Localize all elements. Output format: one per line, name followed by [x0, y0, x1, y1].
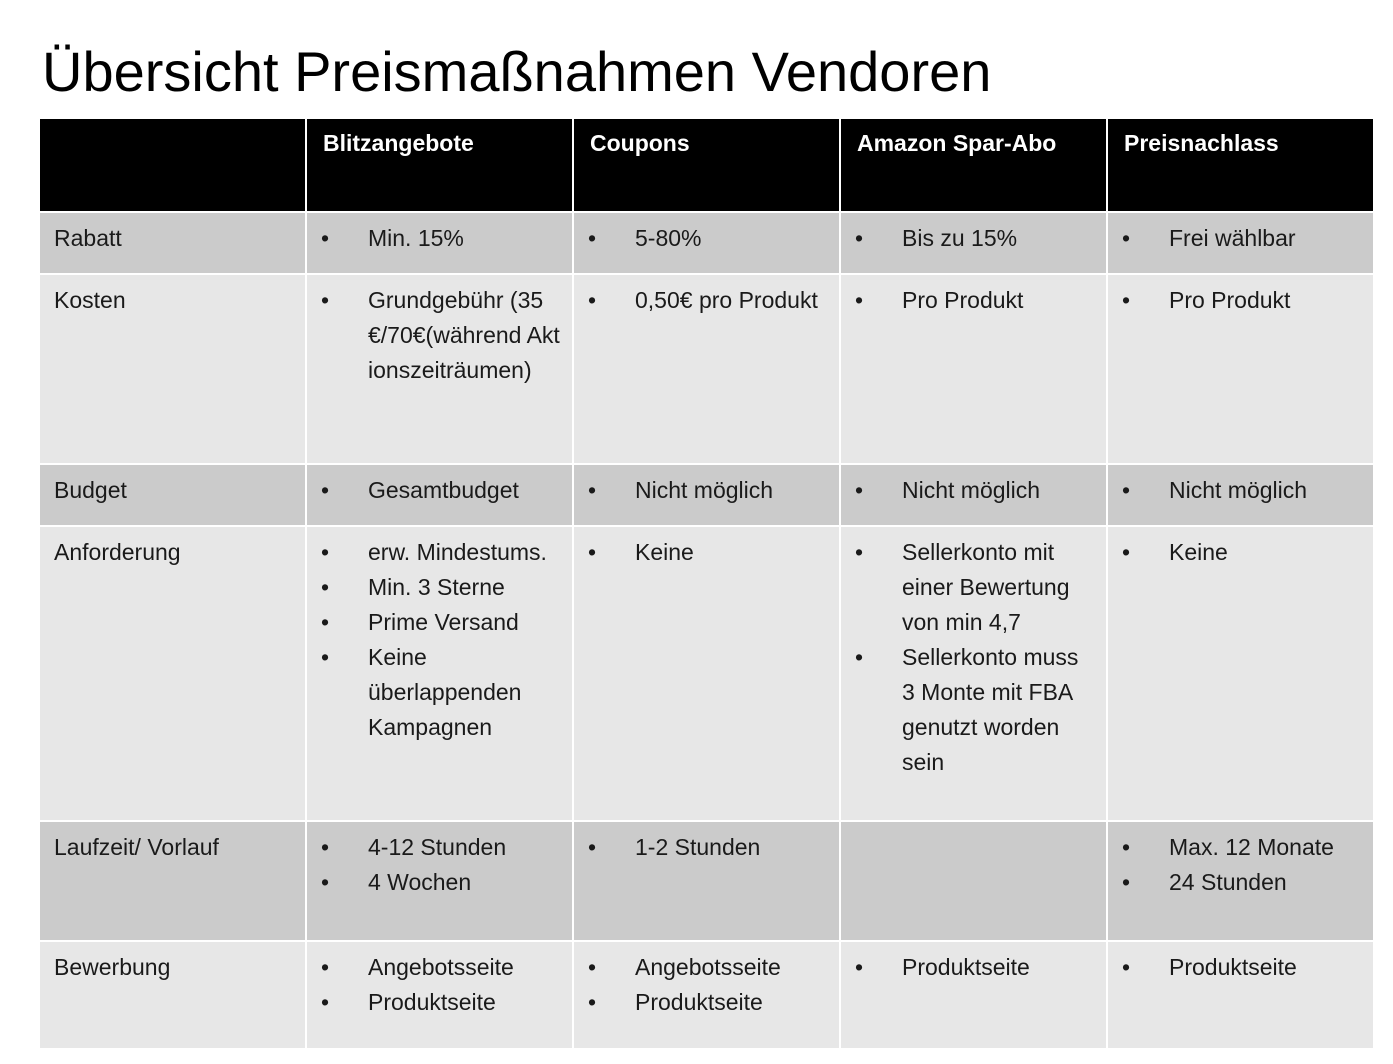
table-cell: Frei wählbar	[1106, 211, 1375, 275]
table-row-laufzeit: Laufzeit/ Vorlauf 4-12 Stunden 4 Wochen …	[38, 820, 1375, 942]
header-coupons: Coupons	[572, 117, 841, 213]
table-cell: 1-2 Stunden	[572, 820, 841, 942]
row-label: Laufzeit/ Vorlauf	[38, 820, 307, 942]
list-item: 24 Stunden	[1122, 865, 1361, 900]
list-item: Nicht möglich	[1122, 473, 1361, 508]
table-cell: Angebotsseite Produktseite	[572, 940, 841, 1050]
table-cell: 4-12 Stunden 4 Wochen	[305, 820, 574, 942]
list-item: erw. Mindestums.	[321, 535, 560, 570]
header-spar-abo: Amazon Spar-Abo	[839, 117, 1108, 213]
bullet-list: Min. 15%	[321, 221, 560, 256]
table-row-kosten: Kosten Grundgebühr (35€/70€(während Akti…	[38, 273, 1375, 465]
table-cell: Nicht möglich	[1106, 463, 1375, 527]
list-item: Pro Produkt	[855, 283, 1094, 318]
header-blitzangebote: Blitzangebote	[305, 117, 574, 213]
slide-title: Übersicht Preismaßnahmen Vendoren	[42, 40, 992, 103]
table-row-bewerbung: Bewerbung Angebotsseite Produktseite Ang…	[38, 940, 1375, 1050]
bullet-list: 4-12 Stunden 4 Wochen	[321, 830, 560, 900]
bullet-list: Grundgebühr (35€/70€(während Aktionszeit…	[321, 283, 560, 388]
table-cell: Produktseite	[839, 940, 1108, 1050]
pricing-comparison-table: Blitzangebote Coupons Amazon Spar-Abo Pr…	[38, 117, 1375, 1050]
list-item: Frei wählbar	[1122, 221, 1361, 256]
table-cell: Keine	[572, 525, 841, 822]
table-header-row: Blitzangebote Coupons Amazon Spar-Abo Pr…	[38, 117, 1375, 213]
row-label: Anforderung	[38, 525, 307, 822]
table-cell: Pro Produkt	[839, 273, 1108, 465]
table-cell: Nicht möglich	[839, 463, 1108, 527]
row-label: Rabatt	[38, 211, 307, 275]
list-item: Gesamtbudget	[321, 473, 560, 508]
header-preisnachlass: Preisnachlass	[1106, 117, 1375, 213]
table-cell: Produktseite	[1106, 940, 1375, 1050]
table-row-rabatt: Rabatt Min. 15% 5-80% Bis zu 15% Frei wä…	[38, 211, 1375, 275]
list-item: Sellerkonto muss 3 Monte mit FBA genutzt…	[855, 640, 1094, 780]
list-item: Angebotsseite	[321, 950, 560, 985]
bullet-list: Nicht möglich	[855, 473, 1094, 508]
bullet-list: Produktseite	[1122, 950, 1361, 985]
table-cell: 5-80%	[572, 211, 841, 275]
table-cell: Sellerkonto mit einer Bewertung von min …	[839, 525, 1108, 822]
list-item: Max. 12 Monate	[1122, 830, 1361, 865]
bullet-list: Gesamtbudget	[321, 473, 560, 508]
table-row-budget: Budget Gesamtbudget Nicht möglich Nicht …	[38, 463, 1375, 527]
table-cell: erw. Mindestums. Min. 3 Sterne Prime Ver…	[305, 525, 574, 822]
list-item: Sellerkonto mit einer Bewertung von min …	[855, 535, 1094, 640]
list-item: 4-12 Stunden	[321, 830, 560, 865]
bullet-list: erw. Mindestums. Min. 3 Sterne Prime Ver…	[321, 535, 560, 745]
table-cell: Bis zu 15%	[839, 211, 1108, 275]
table-cell: Angebotsseite Produktseite	[305, 940, 574, 1050]
list-item: Nicht möglich	[855, 473, 1094, 508]
list-item: 4 Wochen	[321, 865, 560, 900]
list-item: Produktseite	[588, 985, 827, 1020]
bullet-list: 1-2 Stunden	[588, 830, 827, 865]
bullet-list: Angebotsseite Produktseite	[321, 950, 560, 1020]
list-item: 5-80%	[588, 221, 827, 256]
bullet-list: Frei wählbar	[1122, 221, 1361, 256]
bullet-list: Keine	[1122, 535, 1361, 570]
table-cell: Gesamtbudget	[305, 463, 574, 527]
row-label: Kosten	[38, 273, 307, 465]
list-item: Bis zu 15%	[855, 221, 1094, 256]
bullet-list: Pro Produkt	[855, 283, 1094, 318]
bullet-list: Pro Produkt	[1122, 283, 1361, 318]
bullet-list: Keine	[588, 535, 827, 570]
bullet-list: Sellerkonto mit einer Bewertung von min …	[855, 535, 1094, 780]
table-cell: Max. 12 Monate 24 Stunden	[1106, 820, 1375, 942]
list-item: Produktseite	[321, 985, 560, 1020]
list-item: 1-2 Stunden	[588, 830, 827, 865]
bullet-list: Produktseite	[855, 950, 1094, 985]
list-item: Min. 15%	[321, 221, 560, 256]
list-item: Prime Versand	[321, 605, 560, 640]
table-cell: Keine	[1106, 525, 1375, 822]
list-item: Nicht möglich	[588, 473, 827, 508]
table-row-anforderung: Anforderung erw. Mindestums. Min. 3 Ster…	[38, 525, 1375, 822]
list-item: Produktseite	[855, 950, 1094, 985]
bullet-list: Angebotsseite Produktseite	[588, 950, 827, 1020]
list-item: Grundgebühr (35€/70€(während Aktionszeit…	[321, 283, 560, 388]
list-item: 0,50€ pro Produkt	[588, 283, 827, 318]
table-cell-empty	[839, 820, 1108, 942]
list-item: Keine überlappenden Kampagnen	[321, 640, 560, 745]
bullet-list: Bis zu 15%	[855, 221, 1094, 256]
table-cell: 0,50€ pro Produkt	[572, 273, 841, 465]
row-label: Bewerbung	[38, 940, 307, 1050]
list-item: Angebotsseite	[588, 950, 827, 985]
list-item: Pro Produkt	[1122, 283, 1361, 318]
list-item: Keine	[588, 535, 827, 570]
bullet-list: Nicht möglich	[588, 473, 827, 508]
bullet-list: 0,50€ pro Produkt	[588, 283, 827, 318]
bullet-list: 5-80%	[588, 221, 827, 256]
table-cell: Grundgebühr (35€/70€(während Aktionszeit…	[305, 273, 574, 465]
table-cell: Nicht möglich	[572, 463, 841, 527]
list-item: Produktseite	[1122, 950, 1361, 985]
list-item: Keine	[1122, 535, 1361, 570]
table-cell: Pro Produkt	[1106, 273, 1375, 465]
table-cell: Min. 15%	[305, 211, 574, 275]
bullet-list: Max. 12 Monate 24 Stunden	[1122, 830, 1361, 900]
row-label: Budget	[38, 463, 307, 527]
bullet-list: Nicht möglich	[1122, 473, 1361, 508]
list-item: Min. 3 Sterne	[321, 570, 560, 605]
header-corner-cell	[38, 117, 307, 213]
